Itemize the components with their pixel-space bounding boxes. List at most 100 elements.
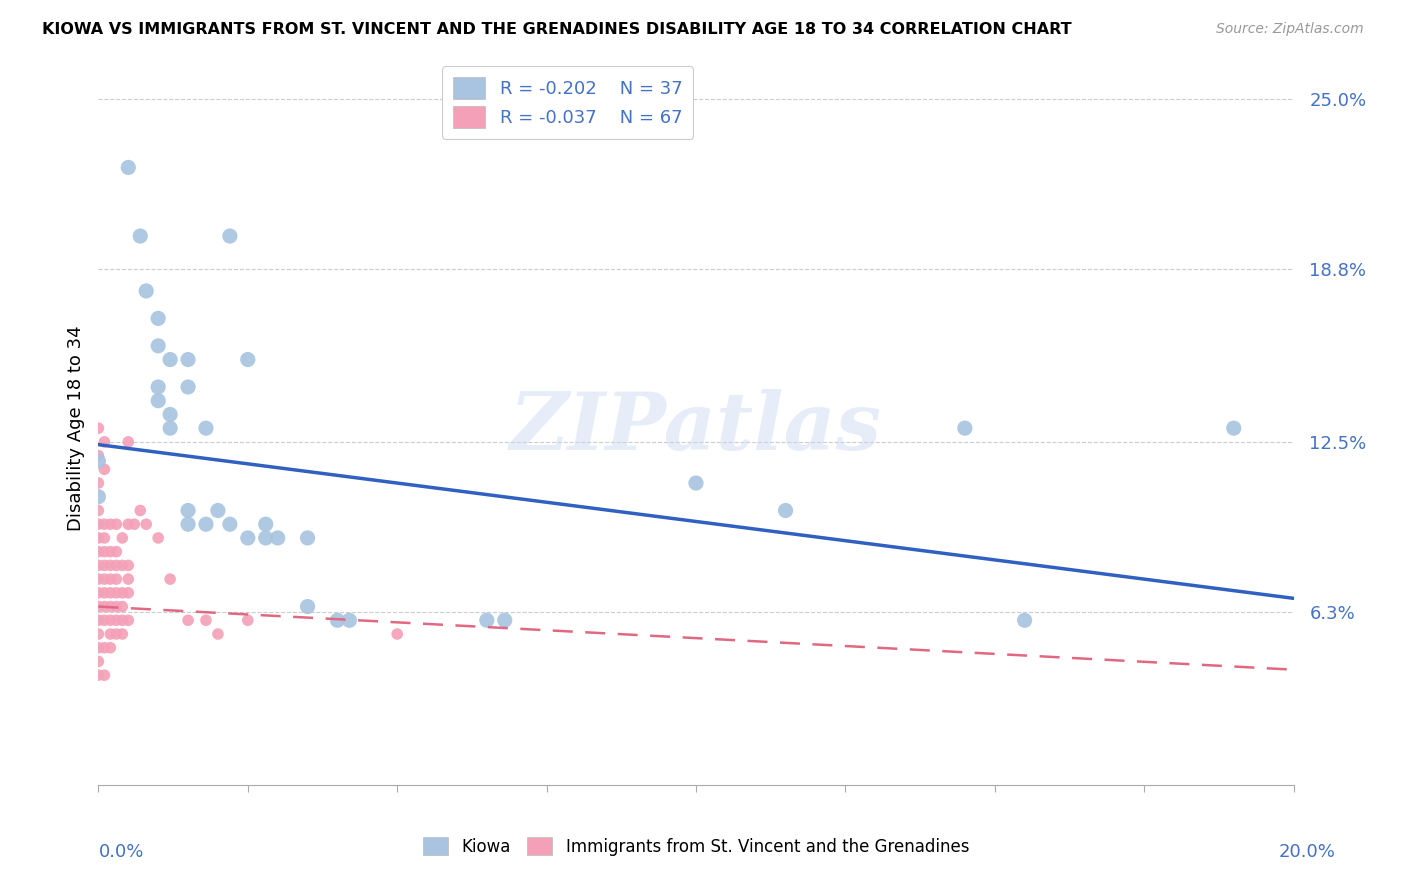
Point <box>87 503 110 517</box>
Point <box>177 613 200 627</box>
Point <box>93 517 115 532</box>
Legend: Kiowa, Immigrants from St. Vincent and the Grenadines: Kiowa, Immigrants from St. Vincent and t… <box>416 830 976 863</box>
Point <box>111 531 134 545</box>
Point <box>87 517 110 532</box>
Point <box>87 476 110 491</box>
Point <box>124 517 146 532</box>
Point <box>98 627 122 641</box>
Point <box>775 503 797 517</box>
Point <box>148 380 170 394</box>
Point <box>953 421 976 435</box>
Point <box>105 517 128 532</box>
Point <box>207 503 229 517</box>
Point <box>117 613 139 627</box>
Point <box>685 476 707 491</box>
Point <box>105 599 128 614</box>
Y-axis label: Disability Age 18 to 34: Disability Age 18 to 34 <box>66 326 84 531</box>
Point <box>93 544 115 558</box>
Point <box>93 599 115 614</box>
Point <box>111 613 134 627</box>
Point <box>385 627 409 641</box>
Point <box>177 380 200 394</box>
Point <box>219 229 242 244</box>
Point <box>117 586 139 600</box>
Point <box>195 421 218 435</box>
Point <box>219 517 242 532</box>
Point <box>87 449 110 463</box>
Point <box>105 572 128 586</box>
Point <box>98 613 122 627</box>
Point <box>98 640 122 655</box>
Point <box>93 558 115 573</box>
Point <box>93 613 115 627</box>
Point <box>87 655 110 669</box>
Point <box>159 408 181 422</box>
Point <box>339 613 361 627</box>
Point <box>236 352 259 367</box>
Point <box>159 352 181 367</box>
Point <box>159 572 181 586</box>
Point <box>254 531 277 545</box>
Point <box>267 531 290 545</box>
Point <box>105 627 128 641</box>
Point <box>117 161 139 175</box>
Point <box>254 517 277 532</box>
Point <box>87 627 110 641</box>
Point <box>93 531 115 545</box>
Point <box>148 531 170 545</box>
Point <box>117 517 139 532</box>
Point <box>297 531 319 545</box>
Point <box>177 352 200 367</box>
Point <box>105 586 128 600</box>
Point <box>87 599 110 614</box>
Point <box>87 558 110 573</box>
Text: KIOWA VS IMMIGRANTS FROM ST. VINCENT AND THE GRENADINES DISABILITY AGE 18 TO 34 : KIOWA VS IMMIGRANTS FROM ST. VINCENT AND… <box>42 22 1071 37</box>
Point <box>177 503 200 517</box>
Point <box>135 284 157 298</box>
Point <box>98 599 122 614</box>
Point <box>87 544 110 558</box>
Text: 0.0%: 0.0% <box>98 843 143 861</box>
Point <box>135 517 157 532</box>
Point <box>117 558 139 573</box>
Point <box>297 599 319 614</box>
Point <box>117 434 139 449</box>
Point <box>93 668 115 682</box>
Point <box>87 531 110 545</box>
Point <box>475 613 498 627</box>
Point <box>195 613 218 627</box>
Point <box>148 311 170 326</box>
Point <box>93 572 115 586</box>
Point <box>177 517 200 532</box>
Point <box>87 613 110 627</box>
Point <box>98 572 122 586</box>
Point <box>98 586 122 600</box>
Point <box>87 490 110 504</box>
Point <box>87 572 110 586</box>
Point <box>87 586 110 600</box>
Point <box>93 462 115 476</box>
Point <box>87 640 110 655</box>
Point <box>111 558 134 573</box>
Point <box>87 454 110 468</box>
Point <box>111 627 134 641</box>
Point <box>111 599 134 614</box>
Point <box>87 668 110 682</box>
Point <box>159 421 181 435</box>
Point <box>129 229 152 244</box>
Point <box>326 613 349 627</box>
Point <box>98 544 122 558</box>
Point <box>148 393 170 408</box>
Point <box>1223 421 1246 435</box>
Text: 20.0%: 20.0% <box>1279 843 1336 861</box>
Point <box>105 544 128 558</box>
Point <box>87 421 110 435</box>
Point <box>195 517 218 532</box>
Point <box>236 613 259 627</box>
Point <box>98 517 122 532</box>
Point <box>148 339 170 353</box>
Point <box>117 572 139 586</box>
Point <box>105 558 128 573</box>
Point <box>93 640 115 655</box>
Text: ZIPatlas: ZIPatlas <box>510 390 882 467</box>
